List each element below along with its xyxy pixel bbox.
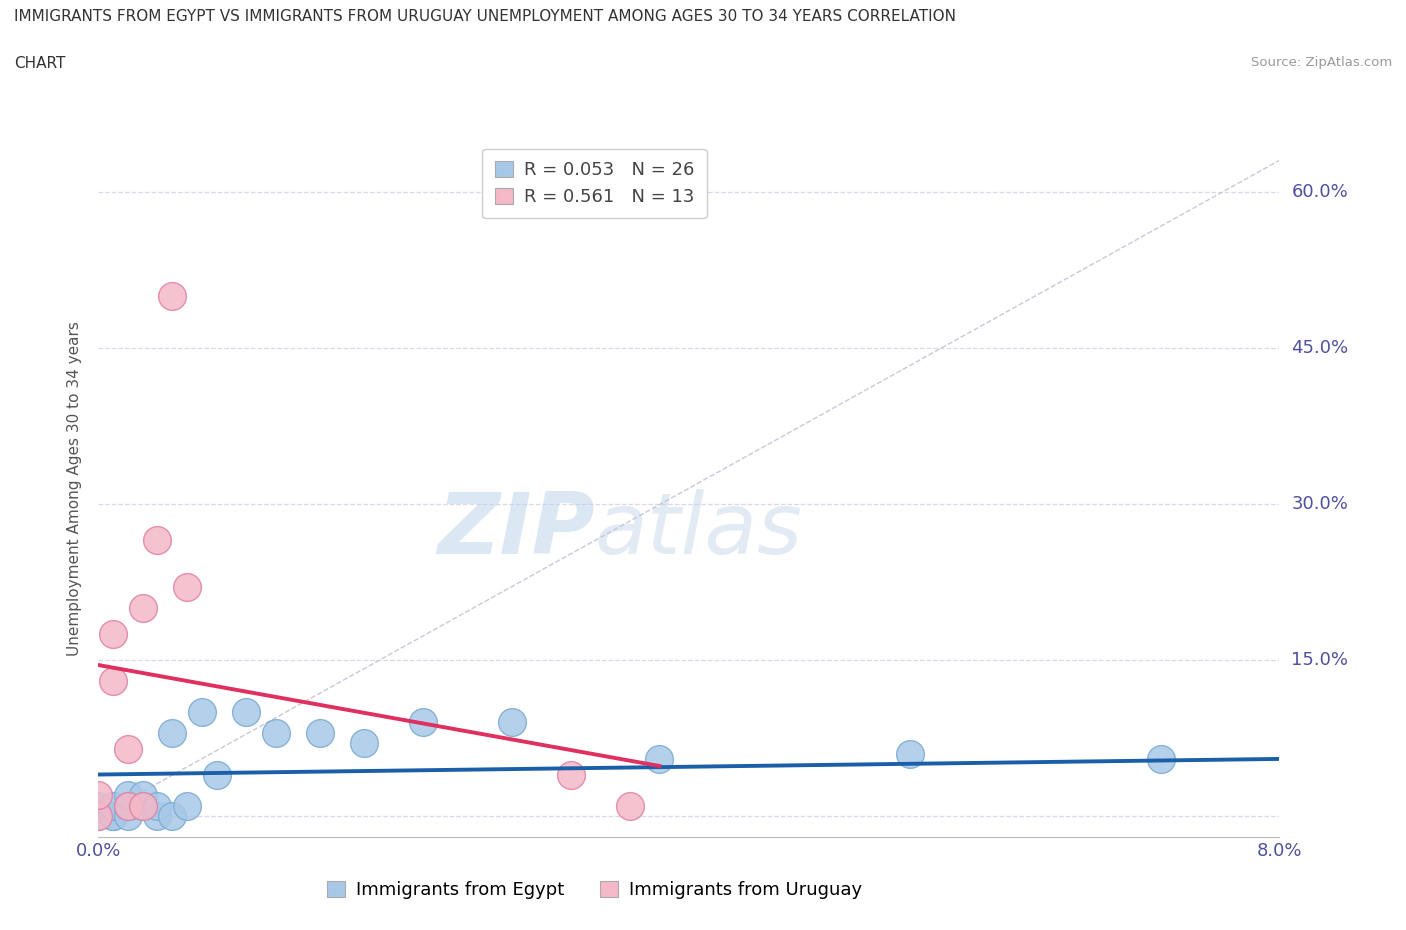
Point (176, 798, 198, 813)
Point (501, 715, 523, 730)
Point (648, 751, 671, 766)
Point (87, 809, 110, 824)
Point (162, 725, 183, 740)
Point (103, 673, 124, 688)
Point (117, 798, 139, 813)
Text: Source: ZipAtlas.com: Source: ZipAtlas.com (1251, 56, 1392, 69)
Point (898, 746, 921, 761)
Point (176, 579, 198, 594)
Text: ZIP: ZIP (437, 488, 595, 572)
Text: IMMIGRANTS FROM EGYPT VS IMMIGRANTS FROM URUGUAY UNEMPLOYMENT AMONG AGES 30 TO 3: IMMIGRANTS FROM EGYPT VS IMMIGRANTS FROM… (14, 9, 956, 24)
Point (132, 798, 155, 813)
Point (87, 788, 110, 803)
Text: 30.0%: 30.0% (1291, 495, 1348, 512)
Point (1150, 751, 1173, 766)
Point (103, 809, 124, 824)
Text: 45.0%: 45.0% (1291, 339, 1348, 357)
Point (235, 705, 257, 720)
Text: 15.0%: 15.0% (1291, 651, 1348, 669)
Point (132, 798, 155, 813)
Point (146, 798, 169, 813)
Text: CHART: CHART (14, 56, 66, 71)
Point (103, 798, 124, 813)
Point (146, 809, 169, 824)
Y-axis label: Unemployment Among Ages 30 to 34 years: Unemployment Among Ages 30 to 34 years (67, 321, 83, 656)
Point (205, 767, 228, 782)
Point (264, 725, 287, 740)
Point (412, 715, 434, 730)
Point (308, 725, 332, 740)
Point (87, 809, 110, 824)
Point (353, 736, 375, 751)
Point (191, 705, 214, 720)
Point (117, 788, 139, 803)
Point (103, 809, 124, 824)
Point (117, 741, 139, 756)
Point (162, 288, 183, 303)
Point (619, 798, 641, 813)
Text: 60.0%: 60.0% (1291, 182, 1348, 201)
Point (132, 601, 155, 616)
Legend: Immigrants from Egypt, Immigrants from Uruguay: Immigrants from Egypt, Immigrants from U… (314, 868, 875, 911)
Point (87, 798, 110, 813)
Point (103, 627, 124, 642)
Point (117, 798, 139, 813)
Point (132, 788, 155, 803)
Point (146, 533, 169, 548)
Point (117, 809, 139, 824)
Point (162, 809, 183, 824)
Text: atlas: atlas (595, 488, 803, 572)
Point (560, 767, 582, 782)
